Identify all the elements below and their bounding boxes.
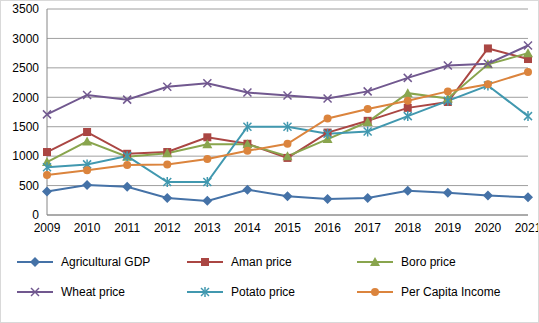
svg-text:2013: 2013 [194,221,221,235]
svg-text:2011: 2011 [114,221,140,235]
html-text:Per Capita Income: Per Capita Income [401,285,501,299]
svg-text:3000: 3000 [12,32,39,46]
html-text:Aman price: Aman price [231,255,292,269]
html-text:Potato price: Potato price [231,285,295,299]
svg-text:500: 500 [19,179,39,193]
svg-text:2017: 2017 [354,221,381,235]
svg-text:2021: 2021 [515,221,531,235]
svg-text:2000: 2000 [12,91,39,105]
svg-text:3500: 3500 [12,2,39,16]
svg-text:2019: 2019 [434,221,461,235]
svg-text:2020: 2020 [475,221,502,235]
svg-text:1000: 1000 [12,149,39,163]
svg-text:2010: 2010 [74,221,101,235]
svg-text:2012: 2012 [154,221,181,235]
svg-text:2016: 2016 [314,221,341,235]
svg-text:2018: 2018 [394,221,421,235]
html-text:Wheat price: Wheat price [61,285,125,299]
svg-text:2009: 2009 [34,221,61,235]
svg-text:0: 0 [32,208,39,222]
html-text:Agricultural GDP: Agricultural GDP [61,255,151,269]
svg-text:2015: 2015 [274,221,301,235]
svg-text:1500: 1500 [12,120,39,134]
svg-text:2014: 2014 [234,221,261,235]
html-text:Boro price: Boro price [401,255,456,269]
svg-text:2500: 2500 [12,61,39,75]
